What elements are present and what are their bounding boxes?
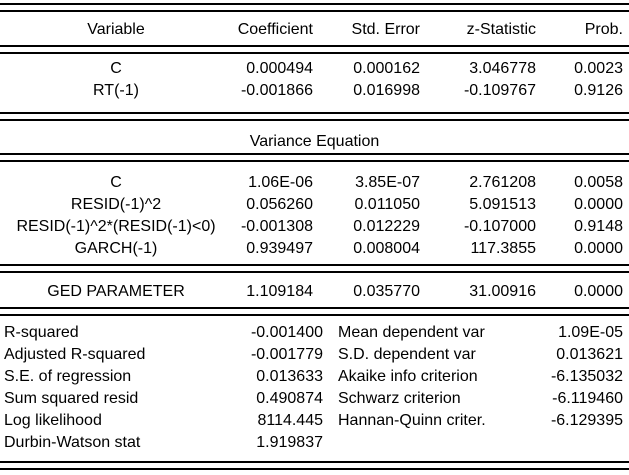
stat-label: S.E. of regression <box>4 368 132 385</box>
cell-variable: GARCH(-1) <box>74 240 158 257</box>
ged-parameter-row: GED PARAMETER 1.109184 0.035770 31.00916… <box>0 281 629 303</box>
stat-label: Sum squared resid <box>4 390 139 407</box>
stat-value: -6.119460 <box>552 390 623 407</box>
variance-eq-row: GARCH(-1) 0.939497 0.008004 117.3855 0.0… <box>0 238 629 260</box>
cell-coefficient: 0.939497 <box>246 240 313 257</box>
col-header-prob: Prob. <box>584 21 623 38</box>
col-header-std-error: Std. Error <box>351 21 420 38</box>
cell-std-error: 0.035770 <box>353 283 420 300</box>
mean-eq-row: RT(-1) -0.001866 0.016998 -0.109767 0.91… <box>0 80 629 102</box>
variance-equation-title: Variance Equation <box>249 133 380 150</box>
cell-coefficient: 0.056260 <box>246 196 313 213</box>
cell-std-error: 3.85E-07 <box>355 174 420 191</box>
cell-variable: RESID(-1)^2*(RESID(-1)<0) <box>16 218 216 235</box>
cell-prob: 0.0000 <box>574 196 623 213</box>
variance-eq-row: RESID(-1)^2*(RESID(-1)<0) -0.001308 0.01… <box>0 216 629 238</box>
stat-label: Schwarz criterion <box>338 390 461 407</box>
cell-coefficient: -0.001866 <box>240 82 313 99</box>
cell-coefficient: 0.000494 <box>246 60 313 77</box>
section-rule <box>0 112 629 121</box>
bottom-rule <box>0 461 629 470</box>
section-rule <box>0 307 629 316</box>
stat-value: -0.001779 <box>250 346 323 363</box>
stat-value: 1.919837 <box>256 434 323 451</box>
cell-prob: 0.0000 <box>574 283 623 300</box>
cell-z-statistic: 31.00916 <box>469 283 536 300</box>
cell-std-error: 0.012229 <box>353 218 420 235</box>
stat-label: Mean dependent var <box>338 324 485 341</box>
stat-value: 8114.445 <box>257 412 323 429</box>
variance-eq-row: C 1.06E-06 3.85E-07 2.761208 0.0058 <box>0 172 629 194</box>
stat-value: -6.129395 <box>550 412 623 429</box>
stat-value: -6.135032 <box>550 368 623 385</box>
cell-variable: RT(-1) <box>93 82 139 99</box>
stats-row: Sum squared resid 0.490874 Schwarz crite… <box>4 388 623 410</box>
stat-label: R-squared <box>4 324 79 341</box>
section-rule <box>0 264 629 273</box>
top-rule <box>0 3 629 12</box>
cell-variable: GED PARAMETER <box>47 283 185 300</box>
section-rule <box>0 45 629 54</box>
stat-label: Durbin-Watson stat <box>4 434 141 451</box>
col-header-coefficient: Coefficient <box>237 21 313 38</box>
stat-value: 0.490874 <box>256 390 323 407</box>
col-header-z-statistic: z-Statistic <box>466 21 536 38</box>
stat-label: Adjusted R-squared <box>4 346 146 363</box>
summary-statistics-block: R-squared -0.001400 Mean dependent var 1… <box>0 316 629 461</box>
cell-prob: 0.9148 <box>574 218 623 235</box>
stat-value: 0.013633 <box>256 368 323 385</box>
stat-label: Akaike info criterion <box>338 368 478 385</box>
cell-prob: 0.0000 <box>574 240 623 257</box>
stats-row: Durbin-Watson stat 1.919837 <box>4 432 623 454</box>
col-header-variable: Variable <box>87 21 145 38</box>
stats-row: Adjusted R-squared -0.001779 S.D. depend… <box>4 344 623 366</box>
stat-label <box>338 432 528 454</box>
stat-label: Log likelihood <box>4 412 102 429</box>
cell-z-statistic: -0.107000 <box>463 218 536 235</box>
cell-z-statistic: 2.761208 <box>469 174 536 191</box>
cell-prob: 0.0058 <box>574 174 623 191</box>
variance-eq-row: RESID(-1)^2 0.056260 0.011050 5.091513 0… <box>0 194 629 216</box>
stats-row: R-squared -0.001400 Mean dependent var 1… <box>4 322 623 344</box>
column-header-row: Variable Coefficient Std. Error z-Statis… <box>0 12 629 45</box>
cell-coefficient: 1.109184 <box>246 283 313 300</box>
stat-value: 1.09E-05 <box>558 324 623 341</box>
stat-value <box>528 432 623 454</box>
stat-label: Hannan-Quinn criter. <box>338 412 486 429</box>
cell-z-statistic: 5.091513 <box>469 196 536 213</box>
cell-prob: 0.0023 <box>574 60 623 77</box>
mean-equation-block: C 0.000494 0.000162 3.046778 0.0023 RT(-… <box>0 54 629 112</box>
cell-z-statistic: 3.046778 <box>469 60 536 77</box>
cell-std-error: 0.011050 <box>354 196 420 213</box>
cell-variable: C <box>110 60 122 77</box>
mean-eq-row: C 0.000494 0.000162 3.046778 0.0023 <box>0 58 629 80</box>
stat-value: -0.001400 <box>250 324 323 341</box>
cell-coefficient: -0.001308 <box>240 218 313 235</box>
cell-coefficient: 1.06E-06 <box>248 174 313 191</box>
stats-row: S.E. of regression 0.013633 Akaike info … <box>4 366 623 388</box>
cell-variable: C <box>110 174 122 191</box>
cell-variable: RESID(-1)^2 <box>70 196 162 213</box>
cell-z-statistic: 117.3855 <box>470 240 536 257</box>
cell-prob: 0.9126 <box>574 82 623 99</box>
section-rule <box>0 153 629 162</box>
cell-std-error: 0.008004 <box>353 240 420 257</box>
stat-label: S.D. dependent var <box>338 346 476 363</box>
variance-equation-block: C 1.06E-06 3.85E-07 2.761208 0.0058 RESI… <box>0 162 629 264</box>
stat-value: 0.013621 <box>556 346 623 363</box>
cell-std-error: 0.000162 <box>353 60 420 77</box>
cell-std-error: 0.016998 <box>353 82 420 99</box>
stats-row: Log likelihood 8114.445 Hannan-Quinn cri… <box>4 410 623 432</box>
distribution-block: GED PARAMETER 1.109184 0.035770 31.00916… <box>0 273 629 307</box>
cell-z-statistic: -0.109767 <box>463 82 536 99</box>
